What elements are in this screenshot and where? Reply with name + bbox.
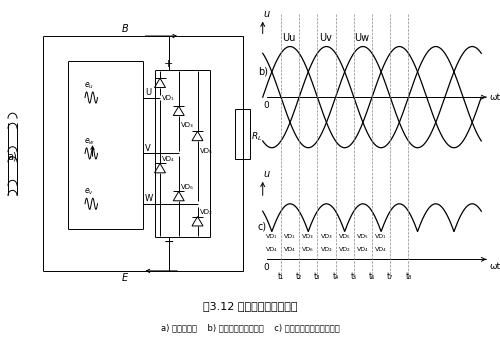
Text: VD₆: VD₆ (181, 184, 194, 190)
Text: VD₆: VD₆ (302, 247, 314, 252)
Text: ωt: ωt (489, 262, 500, 270)
Text: E: E (122, 273, 128, 283)
Text: t₁: t₁ (278, 271, 284, 281)
Text: VD₃: VD₃ (302, 234, 314, 238)
Text: VD₅: VD₅ (339, 234, 350, 238)
Text: a) 整流电路图    b) 三相绕组电压波形图    c) 整流后发电机输出波形图: a) 整流电路图 b) 三相绕组电压波形图 c) 整流后发电机输出波形图 (160, 324, 340, 333)
Text: 0: 0 (264, 101, 270, 110)
Text: VD₁: VD₁ (162, 94, 175, 101)
Text: VD₁: VD₁ (376, 234, 387, 238)
Text: U: U (145, 88, 151, 97)
Text: W: W (145, 194, 153, 203)
Text: $e_v$: $e_v$ (84, 187, 94, 197)
Text: V: V (145, 144, 151, 153)
Text: t₆: t₆ (369, 271, 375, 281)
Text: $e_w$: $e_w$ (84, 137, 95, 147)
Text: VD₂: VD₂ (200, 209, 212, 215)
Text: 图3.12 交流发电机整流原理: 图3.12 交流发电机整流原理 (203, 301, 297, 311)
Text: B: B (122, 24, 128, 34)
Text: VD₁: VD₁ (284, 234, 296, 238)
Text: t₂: t₂ (296, 271, 302, 281)
Text: t₈: t₈ (406, 271, 411, 281)
Text: u: u (264, 169, 270, 179)
Text: Uw: Uw (354, 33, 370, 43)
Text: VD₃: VD₃ (320, 234, 332, 238)
Text: a): a) (8, 151, 17, 161)
Text: VD₅: VD₅ (357, 234, 368, 238)
Text: $R_L$: $R_L$ (252, 130, 262, 143)
Text: ωt: ωt (489, 93, 500, 102)
Text: VD₄: VD₄ (162, 156, 175, 162)
Text: t₅: t₅ (350, 271, 357, 281)
Text: t₇: t₇ (387, 271, 394, 281)
Text: t₄: t₄ (332, 271, 338, 281)
Text: VD₂: VD₂ (339, 247, 350, 252)
Text: t₃: t₃ (314, 271, 320, 281)
Text: c): c) (258, 221, 267, 231)
Text: VD₄: VD₄ (376, 247, 387, 252)
Text: −: − (164, 236, 174, 249)
Bar (235, 109, 250, 159)
Text: $e_u$: $e_u$ (84, 81, 94, 91)
Text: VD₄: VD₄ (266, 247, 278, 252)
Text: Uv: Uv (319, 33, 332, 43)
Text: VD₅: VD₅ (200, 148, 212, 154)
Text: VD₁: VD₁ (266, 234, 278, 238)
Text: u: u (264, 9, 270, 19)
Text: b): b) (258, 67, 268, 77)
Text: VD₂: VD₂ (320, 247, 332, 252)
Text: 0: 0 (264, 263, 270, 272)
Text: VD₄: VD₄ (284, 247, 296, 252)
Text: +: + (164, 59, 173, 69)
Text: VD₃: VD₃ (181, 122, 194, 129)
Text: Uu: Uu (282, 33, 296, 43)
Text: VD₄: VD₄ (357, 247, 368, 252)
